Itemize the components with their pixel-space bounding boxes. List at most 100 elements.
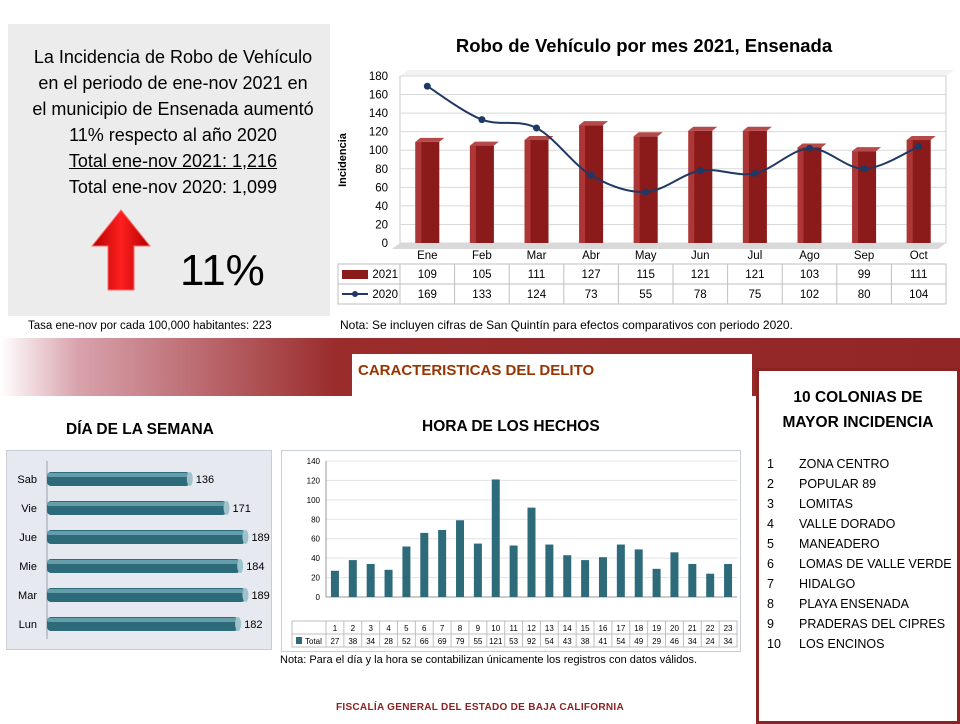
bar-2021-highlight [633,136,640,243]
note-top: Nota: Se incluyen cifras de San Quintín … [340,318,793,332]
day-value: 171 [233,503,251,515]
bar-2021-highlight [579,125,586,243]
bar-2021-highlight [524,140,531,243]
y-tick-label: 40 [311,554,320,563]
colonia-item: 2 POPULAR 89 [767,477,876,497]
hour-label: 1 [333,624,338,633]
table-value-2020: 102 [800,289,819,301]
hour-bar [706,573,715,597]
point-2020 [751,169,759,177]
colonias-title: 10 COLONIAS DE MAYOR INCIDENCIA [759,385,957,435]
colonia-rank: 3 [767,497,774,511]
day-label: Mie [19,561,37,573]
table-value-2021: 105 [472,269,491,281]
hour-value: 121 [489,637,503,646]
hour-title: HORA DE LOS HECHOS [422,418,600,435]
bar-2021-top [633,132,663,137]
x-tick-label: May [635,250,657,262]
hour-value: 46 [670,637,679,646]
summary-line: La Incidencia de Robo de Vehículo [33,47,313,67]
colonia-name: LOMAS DE VALLE VERDE [799,557,952,571]
hour-label: 19 [652,624,661,633]
hour-label: 6 [422,624,427,633]
bar-2021-highlight [742,130,749,243]
colonia-item: 10 LOS ENCINOS [767,637,884,657]
colonia-name: ZONA CENTRO [799,457,890,471]
hour-bar [688,563,697,597]
hour-label: 15 [581,624,590,633]
x-tick-label: Jun [691,250,710,262]
hour-bar [348,560,357,597]
hour-label: 2 [351,624,356,633]
x-tick-label: Jul [748,250,763,262]
hour-value: 54 [616,637,625,646]
hour-bar [473,543,482,597]
hour-bar [509,545,518,597]
hour-value: 53 [509,637,518,646]
y-tick-label: 80 [375,164,388,176]
hour-bar [330,570,339,597]
hour-value: 28 [384,637,393,646]
hour-label: 20 [670,624,679,633]
y-tick-label: 20 [311,574,320,583]
hour-value: 66 [420,637,429,646]
chart-back-top [400,70,954,76]
hour-value: 27 [330,637,339,646]
table-value-2021: 115 [637,269,655,281]
y-tick-label: 140 [369,108,388,120]
colonia-name: LOMITAS [799,497,853,511]
x-tick-label: Mar [527,250,547,262]
summary-total-2020: Total ene-nov 2020: 1,099 [68,177,278,197]
y-tick-label: 180 [369,71,388,83]
hour-label: 16 [599,624,608,633]
hour-label: 17 [616,624,625,633]
section-title: CARACTERISTICAS DEL DELITO [358,362,595,379]
hour-value: 92 [527,637,536,646]
table-value-2020: 80 [858,289,871,301]
hour-value: 54 [545,637,554,646]
chart-floor [392,243,946,249]
colonia-item: 5 MANEADERO [767,537,880,557]
table-value-2020: 124 [527,289,547,301]
hour-label: 21 [688,624,697,633]
summary-line: el municipio de Ensenada aumentó [32,99,314,119]
hour-value: 34 [724,637,733,646]
rate-text: Tasa ene-nov por cada 100,000 habitantes… [28,320,272,332]
hour-label: 14 [563,624,572,633]
hour-bar [652,568,661,597]
colonia-rank: 2 [767,477,774,491]
hour-bar [724,563,733,597]
x-tick-label: Feb [472,250,492,262]
hour-value: 52 [402,637,411,646]
hour-bar [456,520,465,597]
day-label: Jue [19,532,37,544]
day-value: 136 [196,474,214,486]
table-value-2020: 78 [694,289,707,301]
day-label: Lun [19,619,37,631]
table-value-2020: 55 [639,289,652,301]
x-tick-label: Ene [417,250,437,262]
percent-change: 11% [180,246,265,295]
legend-2020-marker [352,291,358,297]
bar-2021-highlight [415,141,422,243]
hour-value: 34 [688,637,697,646]
y-tick-label: 80 [311,515,320,524]
hour-label: 12 [527,624,536,633]
colonia-name: HIDALGO [799,577,856,591]
summary-line: 11% respecto al año 2020 [69,125,277,145]
hour-bar [438,529,447,597]
hour-bar [563,555,572,597]
colonia-rank: 6 [767,557,774,571]
hour-label: 4 [386,624,391,633]
day-bar-highlight [47,531,246,535]
x-tick-label: Ago [799,250,819,262]
hour-label: 9 [476,624,481,633]
colonia-item: 9 PRADERAS DEL CIPRES [767,617,945,637]
bar-2021-top [688,126,718,131]
day-bar-cap [235,617,242,631]
point-2020 [806,144,813,152]
colonia-name: PLAYA ENSENADA [799,597,909,611]
y-tick-label: 60 [375,182,388,194]
hour-bar [634,549,643,597]
footer: FISCALÍA GENERAL DEL ESTADO DE BAJA CALI… [335,702,625,713]
